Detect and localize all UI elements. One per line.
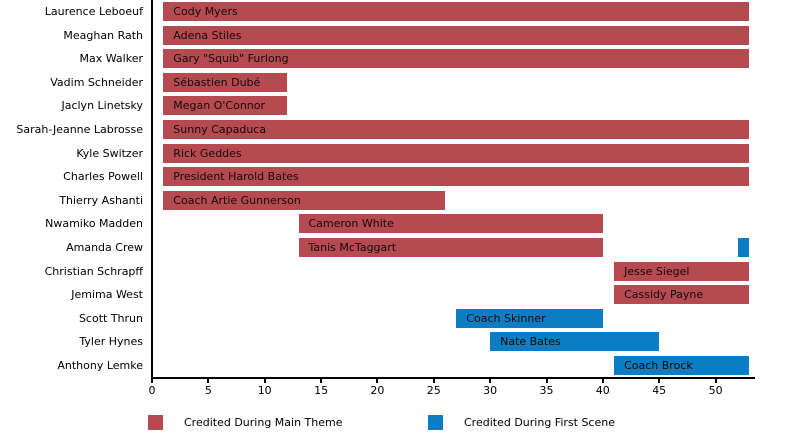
actor-label: Anthony Lemke (57, 359, 143, 372)
x-tick-label: 30 (483, 384, 498, 397)
bar-segment-main-theme (614, 261, 750, 281)
bar-segment-first-scene (456, 308, 603, 328)
bar-segment-main-theme (163, 190, 446, 210)
actor-label: Sarah-Jeanne Labrosse (16, 123, 143, 136)
character-label: Rick Geddes (173, 146, 242, 160)
bar-segment-main-theme (163, 49, 750, 69)
bar-segment-main-theme (163, 2, 750, 21)
main-theme-swatch (148, 415, 163, 430)
bar-segment-main-theme (163, 143, 750, 163)
actor-label: Christian Schrapff (44, 264, 143, 278)
bar-segment-first-scene (614, 356, 750, 375)
x-tick-mark (320, 379, 323, 383)
actor-label: Amanda Crew (66, 241, 143, 254)
character-label: Adena Stiles (173, 28, 242, 42)
x-tick-mark (658, 379, 661, 383)
bar-segment-main-theme (163, 120, 750, 139)
character-label: Jesse Siegel (624, 264, 690, 278)
bar-segment-main-theme (163, 167, 750, 187)
actor-label: Laurence Leboeuf (44, 5, 143, 18)
first-scene-swatch (428, 415, 443, 430)
x-tick-mark (601, 379, 604, 383)
x-tick-mark (376, 379, 379, 383)
bar-segment-main-theme (298, 238, 603, 257)
character-label: Tanis McTaggart (308, 241, 397, 254)
bar-segment-main-theme (163, 96, 288, 116)
x-tick-mark (545, 379, 548, 383)
x-tick-label: 20 (370, 384, 385, 397)
x-tick-mark (151, 379, 153, 383)
legend-item-main-theme: Credited During Main Theme (148, 415, 343, 430)
character-label: Cody Myers (173, 5, 238, 18)
actor-label: Nwamiko Madden (45, 217, 143, 231)
actor-label: Thierry Ashanti (59, 193, 143, 207)
x-tick-mark (207, 379, 210, 383)
x-tick-label: 10 (257, 384, 272, 397)
actor-label: Jemima West (71, 288, 143, 302)
character-label: President Harold Bates (173, 170, 299, 184)
character-label: Cameron White (308, 217, 394, 231)
x-tick-label: 40 (595, 384, 610, 397)
x-tick-label: 35 (539, 384, 554, 397)
bar-segment-main-theme (163, 72, 288, 92)
actor-label: Scott Thrun (78, 311, 143, 325)
character-label: Nate Bates (500, 335, 561, 349)
character-label: Coach Brock (624, 359, 693, 372)
legend-label-first-scene: Credited During First Scene (464, 416, 615, 429)
character-label: Cassidy Payne (624, 288, 704, 302)
x-axis-line (151, 377, 755, 379)
x-tick-mark (432, 379, 435, 383)
bar-segment-first-scene (738, 238, 750, 257)
x-tick-label: 5 (204, 384, 212, 397)
character-label: Sébastien Dubé (173, 75, 261, 89)
actor-label: Max Walker (79, 52, 143, 66)
x-tick-label: 50 (708, 384, 723, 397)
x-tick-label: 25 (426, 384, 441, 397)
x-tick-mark (489, 379, 492, 383)
actor-label: Jaclyn Linetsky (61, 99, 143, 113)
legend-label-main-theme: Credited During Main Theme (184, 416, 343, 429)
x-tick-label: 45 (652, 384, 667, 397)
actor-label: Meaghan Rath (63, 28, 143, 42)
x-tick-label: 0 (148, 384, 156, 397)
legend-item-first-scene: Credited During First Scene (428, 415, 615, 430)
x-tick-mark (263, 379, 266, 383)
y-axis-line (151, 0, 153, 378)
actor-label: Tyler Hynes (79, 335, 143, 349)
bar-segment-main-theme (614, 285, 750, 305)
character-label: Sunny Capaduca (173, 123, 267, 136)
bar-segment-main-theme (163, 25, 750, 45)
character-label: Gary "Squib" Furlong (173, 52, 289, 66)
actor-label: Vadim Schneider (50, 75, 143, 89)
bar-segment-first-scene (490, 332, 660, 352)
actor-label: Charles Powell (63, 170, 143, 184)
character-label: Coach Artie Gunnerson (173, 193, 301, 207)
x-tick-mark (714, 379, 717, 383)
character-label: Megan O'Connor (173, 99, 266, 113)
actor-label: Kyle Switzer (76, 146, 143, 160)
character-label: Coach Skinner (466, 311, 546, 325)
x-tick-label: 15 (314, 384, 329, 397)
bar-segment-main-theme (298, 214, 603, 234)
